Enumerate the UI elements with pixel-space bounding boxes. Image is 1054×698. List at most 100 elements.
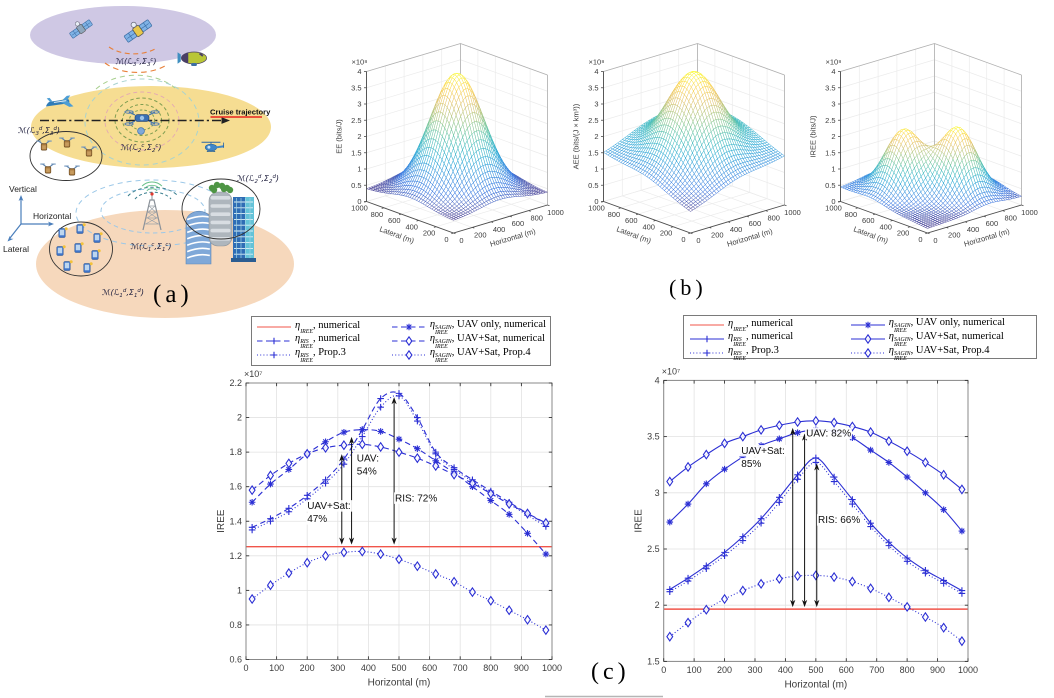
satellite-dish: [74, 21, 80, 27]
satellite-beam-arc: [104, 62, 166, 73]
marker-diamond: [885, 435, 893, 447]
z-tick-label: 0: [831, 197, 835, 206]
x-tick-label: 600: [839, 665, 854, 675]
z-tick-label: 2.5: [825, 116, 835, 125]
z-tick-label: 0: [357, 197, 361, 206]
buildings-group: [185, 181, 256, 265]
z-exponent-label: ×10⁸: [826, 58, 842, 67]
marker-diamond: [757, 578, 765, 590]
marker-diamond: [487, 595, 495, 606]
mini-payload: [70, 170, 74, 175]
marker-diamond: [285, 458, 293, 469]
legend-entry-label: η RIS IREE, numerical: [295, 332, 361, 350]
x-tick-label: 200: [948, 230, 961, 239]
marker-star: [739, 453, 747, 461]
device-icon: [91, 249, 101, 260]
uav-coverage-ring: [84, 78, 200, 166]
uav-coverage-arc: [95, 74, 176, 90]
legend-entry-label: η SAGIN IREE, UAV+Sat, Prop.4: [888, 344, 990, 362]
phone-screen: [84, 264, 90, 271]
marker-star: [267, 480, 274, 488]
arrow-head-up: [391, 397, 397, 405]
signal-dot: [99, 232, 103, 236]
bs-signal-arc: [127, 186, 179, 197]
tail-boom: [215, 145, 224, 149]
vertical-arrow: [18, 195, 24, 201]
phone-screen: [94, 234, 100, 241]
marker-star: [542, 550, 550, 558]
marker-diamond: [794, 570, 802, 582]
legend-swatch: [690, 324, 724, 326]
marker-star: [922, 489, 929, 497]
marker-plus: [322, 479, 329, 487]
cell-tower-icon: [141, 181, 163, 231]
marker-plus: [940, 579, 947, 587]
x-tick-label: 700: [869, 665, 884, 675]
y-tick: [872, 213, 876, 216]
marker-plus: [377, 403, 384, 411]
marker-diamond: [702, 604, 710, 615]
annotation-text: UAV:: [357, 454, 379, 465]
buildings-circle: [181, 178, 261, 240]
marker-star: [776, 435, 783, 443]
x-tick-label: 600: [512, 219, 525, 228]
marker-diamond: [248, 484, 256, 496]
y-tick-label: 1.4: [229, 516, 242, 526]
horizontal-axis-label: Horizontal: [33, 211, 71, 221]
marker-plus: [377, 395, 384, 402]
wing2: [61, 95, 71, 102]
y-tick-label: 800: [845, 210, 858, 219]
y-tick-label: 1000: [588, 204, 605, 213]
x-tick-label: 300: [747, 665, 762, 675]
marker-diamond: [739, 431, 747, 442]
legend-entry-sagin-uavsat-prop4: η SAGIN IREE, UAV+Sat, Prop.4: [850, 344, 1005, 362]
x-tick: [690, 232, 693, 235]
marker-diamond: [903, 446, 911, 457]
arrow-head-up: [339, 454, 345, 462]
x-tick-label: 200: [717, 665, 732, 675]
legend-entry-label: η SAGIN IREE, UAV+Sat, Prop.4: [429, 346, 531, 364]
legend-swatch: [850, 321, 885, 329]
marker-star: [524, 530, 531, 537]
marker-diamond: [468, 478, 477, 489]
arrow-head-down: [348, 537, 355, 545]
marker-diamond: [505, 498, 513, 510]
node-label: ℳ(ℒ1d,Σ1d): [102, 288, 144, 299]
marker-diamond: [757, 424, 765, 436]
legend-swatch: [257, 337, 291, 345]
marker-diamond: [867, 426, 875, 438]
marker-star: [432, 457, 440, 465]
uav-swarm-circle: [29, 131, 103, 181]
marker-diamond: [830, 571, 838, 583]
x-tick: [528, 210, 531, 212]
mini-drone-icon: [81, 146, 97, 157]
y-tick-label: 200: [423, 229, 436, 238]
marker-diamond: [358, 439, 366, 450]
marker-diamond: [830, 417, 838, 428]
marker-diamond: [523, 508, 532, 519]
arrow-head-up: [790, 427, 796, 436]
building-band: [210, 196, 231, 200]
wall-grid: [697, 75, 785, 108]
mini-drone-icon: [40, 163, 56, 174]
z-exponent-label: ×10⁸: [352, 58, 368, 67]
legend-swatch: [391, 323, 426, 331]
line-left-plot: UAV+Sat: 47% UAV: 54% RIS: 72% 0 100 200 300 400 5…: [216, 369, 562, 689]
wall-grid: [934, 91, 1022, 125]
legend-entry-ris-numerical: η RIS IREE, numerical: [256, 332, 391, 350]
airplane-icon: [45, 95, 74, 107]
z-tick-label: 3: [831, 100, 835, 109]
x-tick: [509, 215, 513, 218]
marker-star: [867, 446, 874, 454]
marker-plus: [358, 433, 366, 440]
tail: [46, 97, 53, 102]
caption-c: (c): [591, 659, 630, 685]
legend-entry-label: η IREE, numerical: [295, 319, 361, 335]
annotations: UAV+Sat: 47% UAV: 54% RIS: 72%: [306, 397, 441, 545]
sagin-diagram: Cruise trajectory ℳ(ℒ3c,Σ3c) ℳ(ℒ3d,Σ3d) ℳ(ℒ…: [3, 6, 294, 318]
legend-entry-sagin-uavsat-prop4: η SAGIN IREE, UAV+Sat, Prop.4: [391, 346, 546, 364]
